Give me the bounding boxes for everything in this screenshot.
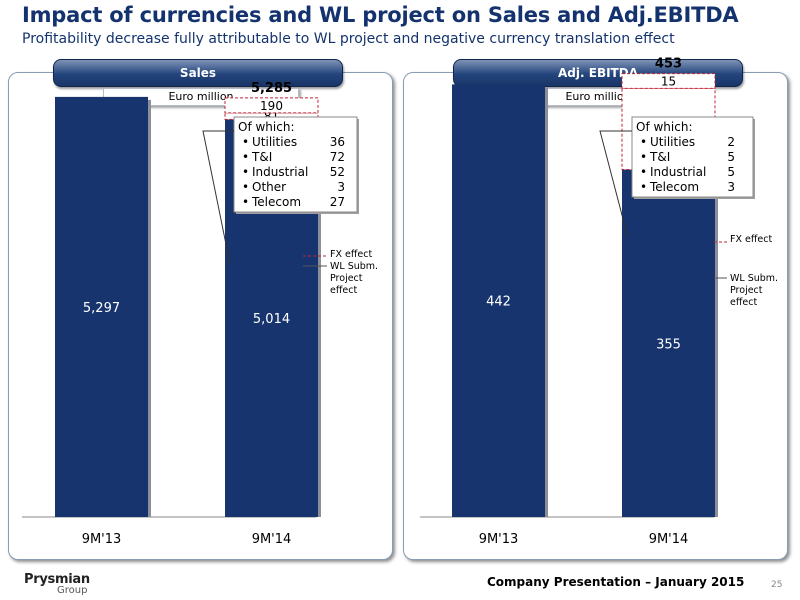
sales-bar-shadow-1: [148, 99, 151, 518]
ebitda-breakdown-title: Of which:: [636, 120, 692, 134]
sales-bar-shadow-2: [318, 122, 321, 518]
sales-breakdown-bullet: •: [242, 180, 249, 194]
sales-adjusted-total: 5,285: [251, 81, 292, 96]
ebitda-breakdown-box: [631, 116, 754, 198]
ebitda-wl-annotation-line-3: effect: [730, 297, 757, 308]
ebitda-breakdown-label: Utilities: [650, 135, 695, 149]
sales-breakdown-value: 52: [330, 165, 345, 179]
ebitda-breakdown-label: Telecom: [649, 180, 699, 194]
sales-breakdown-label: Other: [252, 180, 286, 194]
sales-breakdown-bullet: •: [242, 165, 249, 179]
ebitda-adjustment-box-2: [621, 73, 716, 89]
sales-wl-annotation-line-1: WL Subm.: [330, 261, 378, 272]
ebitda-bar-2: [622, 169, 715, 517]
ebitda-bar-label-1: 442: [486, 295, 511, 310]
ebitda-breakdown-value: 5: [727, 150, 735, 164]
ebitda-panel-header: Adj. EBITDA: [453, 59, 743, 87]
sales-bar-1: [55, 96, 148, 518]
page-number: 25: [771, 580, 783, 590]
sales-category-label-1: 9M'13: [82, 532, 122, 547]
ebitda-breakdown-leader: [599, 130, 632, 239]
footer-presentation: Company Presentation – January 2015: [487, 575, 745, 589]
sales-fx-annotation: FX effect: [330, 249, 372, 260]
ebitda-fx-annotation: FX effect: [730, 234, 772, 245]
sales-breakdown-box: [233, 116, 358, 213]
ebitda-breakdown-label: T&I: [649, 150, 670, 164]
ebitda-breakdown-value: 3: [727, 180, 735, 194]
sales-breakdown-bullet: •: [242, 150, 249, 164]
ebitda-bar-shadow-1: [545, 87, 548, 517]
sales-breakdown-title: Of which:: [238, 120, 294, 134]
ebitda-breakdown-label: Industrial: [650, 165, 706, 179]
page-subtitle: Profitability decrease fully attributabl…: [22, 31, 675, 47]
sales-bar-label-2: 5,014: [253, 312, 290, 327]
ebitda-bar-shadow-2: [715, 172, 718, 517]
sales-adjustment-box-2: [224, 97, 319, 114]
ebitda-adjustment-label-2: 15: [661, 74, 676, 88]
sales-wl-annotation-line-3: effect: [330, 285, 357, 296]
sales-breakdown-value: 72: [330, 150, 345, 164]
sales-breakdown-value: 3: [337, 180, 345, 194]
logo-main-text: Prysmian: [24, 572, 90, 587]
ebitda-category-label-1: 9M'13: [479, 532, 519, 547]
ebitda-adjusted-total: 453: [655, 57, 682, 72]
sales-breakdown-leader: [202, 130, 234, 265]
ebitda-category-label-2: 9M'14: [649, 532, 689, 547]
ebitda-bar-label-2: 355: [656, 337, 681, 352]
page-title: Impact of currencies and WL project on S…: [22, 3, 739, 27]
sales-breakdown-value: 27: [330, 195, 345, 209]
ebitda-wl-annotation-line-1: WL Subm.: [730, 273, 778, 284]
ebitda-breakdown-bullet: •: [640, 180, 647, 194]
ebitda-bar-1: [452, 84, 545, 517]
sales-breakdown-label: Telecom: [251, 195, 301, 209]
sales-breakdown-bullet: •: [242, 135, 249, 149]
sales-breakdown-bullet: •: [242, 195, 249, 209]
ebitda-breakdown-bullet: •: [640, 165, 647, 179]
ebitda-breakdown-bullet: •: [640, 135, 647, 149]
company-logo: Prysmian Group: [24, 572, 90, 596]
sales-adjustment-label-2: 190: [260, 99, 283, 113]
sales-category-label-2: 9M'14: [252, 532, 292, 547]
ebitda-breakdown-value: 2: [727, 135, 735, 149]
logo-sub-text: Group: [57, 585, 88, 596]
ebitda-breakdown-bullet: •: [640, 150, 647, 164]
sales-panel-header: Sales: [53, 59, 343, 87]
ebitda-wl-annotation-line-2: Project: [730, 285, 763, 296]
sales-bar-label-1: 5,297: [83, 301, 120, 316]
sales-breakdown-label: T&I: [251, 150, 272, 164]
ebitda-breakdown-value: 5: [727, 165, 735, 179]
sales-breakdown-label: Industrial: [252, 165, 308, 179]
sales-wl-annotation-line-2: Project: [330, 273, 363, 284]
sales-breakdown-label: Utilities: [252, 135, 297, 149]
sales-breakdown-value: 36: [330, 135, 345, 149]
